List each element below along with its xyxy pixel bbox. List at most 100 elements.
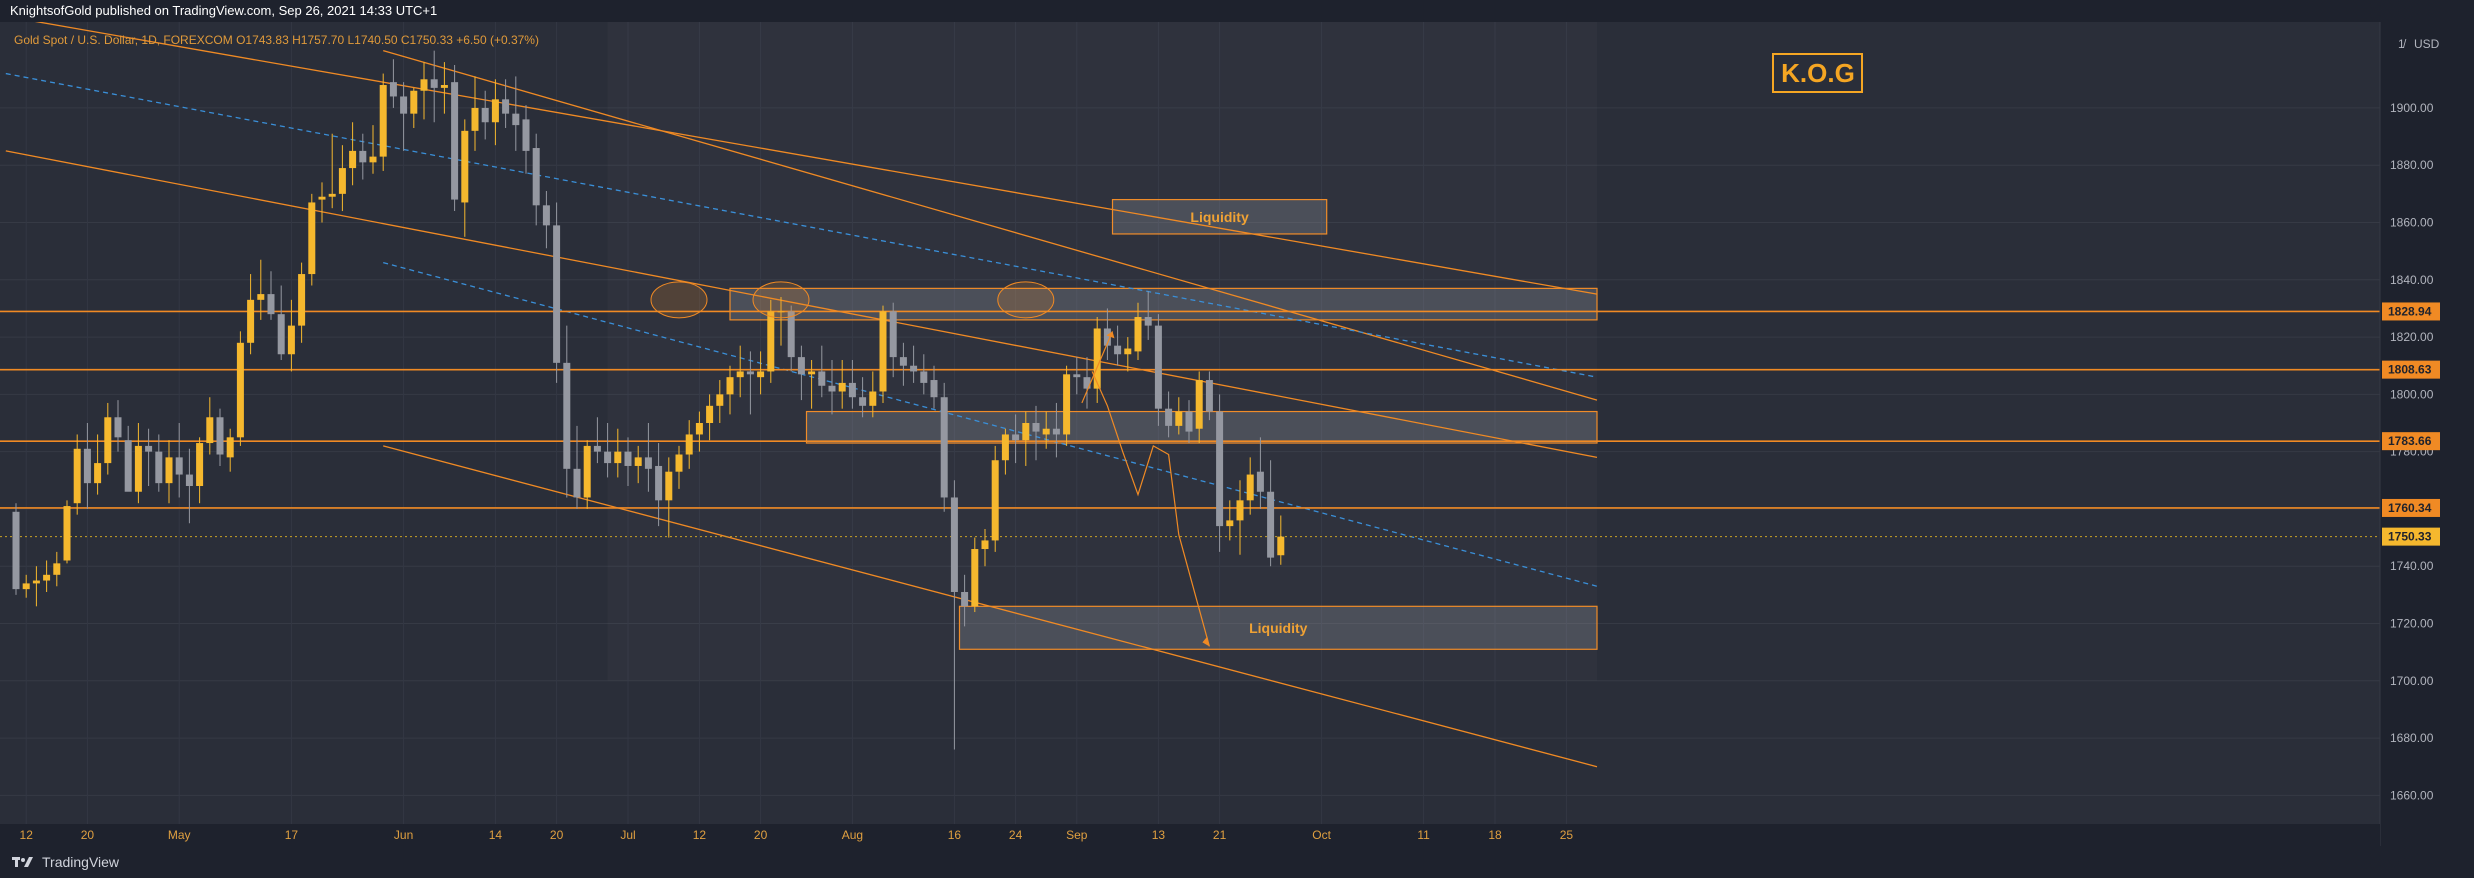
candle-body: [532, 148, 540, 206]
candle-body: [757, 371, 765, 378]
candle-body: [43, 574, 51, 581]
x-tick-label: 16: [948, 828, 962, 842]
candle-body: [1042, 428, 1050, 435]
time-axis[interactable]: 12 20 May 17 Jun 14 20 Jul 12 20 Aug 16 24 Sep 13 21 Oct…: [0, 824, 2380, 846]
candle-body: [695, 423, 703, 435]
candle-body: [1195, 380, 1203, 429]
x-tick-label: 17: [285, 828, 299, 842]
candle-body: [1226, 520, 1234, 527]
x-tick-label: 13: [1152, 828, 1166, 842]
kog-logo: K.O.G: [1772, 53, 1863, 93]
x-tick-label: 12: [693, 828, 707, 842]
projection-arrow-down: [1091, 371, 1210, 647]
candle-body: [583, 445, 591, 498]
candle-body: [247, 299, 255, 343]
candle-body: [614, 451, 622, 464]
y-tick-label: 1820.00: [2390, 330, 2434, 344]
candle-body: [1063, 374, 1071, 435]
x-tick-label: Aug: [842, 828, 863, 842]
candle-body: [12, 511, 20, 590]
candle-body: [604, 451, 612, 464]
candle-body: [1236, 500, 1244, 521]
y-tick-label: 1700.00: [2390, 674, 2434, 688]
candle-body: [930, 380, 938, 398]
candle-body: [593, 445, 601, 452]
candle-body: [522, 119, 530, 151]
candle-body: [63, 506, 71, 561]
candle-body: [267, 294, 275, 315]
x-tick-label: 20: [81, 828, 95, 842]
chart-background: [0, 22, 2474, 846]
y-tick-label: 1660.00: [2390, 788, 2434, 802]
y-tick-label: 1860.00: [2390, 216, 2434, 230]
candle-body: [1032, 423, 1040, 432]
candle-body: [1256, 471, 1264, 492]
candle-body: [104, 417, 112, 464]
candle-body: [318, 196, 326, 200]
candle-body: [991, 460, 999, 541]
candle-body: [451, 82, 459, 200]
candle-body: [899, 357, 907, 366]
candle-body: [920, 371, 928, 383]
candle-body: [73, 448, 81, 504]
candle-body: [196, 443, 204, 487]
x-tick-label: 11: [1417, 828, 1430, 842]
projection-arrow-up: [1081, 331, 1114, 404]
price-axis[interactable]: 1660.00 1680.00 1700.00 1720.00 1740.00 1760.…: [2379, 22, 2474, 846]
candle-body: [573, 468, 581, 498]
price-tag-bg: [2382, 432, 2440, 451]
candle-body: [981, 540, 989, 550]
candle-body: [206, 417, 214, 444]
trend-line: [383, 50, 1598, 401]
x-tick-label: 14: [489, 828, 503, 842]
x-tick-label: Jul: [620, 828, 635, 842]
candle-body: [257, 294, 265, 300]
candle-body: [216, 417, 224, 455]
tradingview-logo-icon: [12, 857, 33, 867]
candlestick-chart[interactable]: Liquidity Liquidity 1660.00 1680.00 1700.00…: [0, 22, 2474, 846]
candle-body: [1093, 328, 1101, 389]
price-tag: 1760.34: [2388, 501, 2432, 515]
candle-body: [1205, 380, 1213, 412]
candle-body: [644, 457, 652, 469]
candle-body: [502, 99, 510, 114]
candle-body: [338, 168, 346, 194]
candle-body: [848, 382, 856, 398]
x-tick-label: 12: [20, 828, 34, 842]
candle-body: [175, 457, 183, 475]
candle-body: [369, 156, 377, 163]
x-tick-label: 20: [754, 828, 768, 842]
candle-body: [440, 85, 448, 88]
candle-body: [22, 583, 30, 590]
x-tick-label: May: [168, 828, 191, 842]
zone-box: [729, 287, 1598, 321]
candle-body: [542, 205, 550, 226]
zone-label: Liquidity: [1249, 620, 1308, 636]
candle-body: [961, 591, 969, 607]
trendlines: [5, 22, 1598, 768]
candle-body: [1134, 317, 1142, 352]
zones: Liquidity Liquidity: [729, 198, 1598, 650]
arrow-head: [1106, 331, 1115, 339]
candle-body: [1022, 423, 1030, 441]
trend-line: [5, 150, 1598, 459]
x-tick-label: Oct: [1312, 828, 1331, 842]
candle-body: [910, 365, 918, 372]
candle-body: [655, 465, 663, 501]
price-tag-bg: [2382, 527, 2440, 546]
annotations: [650, 281, 1210, 647]
price-tag: 1828.94: [2388, 304, 2432, 318]
arrow-head: [1202, 636, 1210, 647]
candle-body: [736, 371, 744, 378]
candle-body: [277, 314, 285, 355]
candle-body: [869, 391, 877, 406]
candle-body: [1144, 317, 1152, 326]
candle-body: [971, 549, 979, 607]
candle-body: [940, 397, 948, 498]
candle-body: [787, 311, 795, 358]
price-tag: 1808.63: [2388, 363, 2432, 377]
candle-body: [1267, 491, 1275, 558]
candle-body: [226, 437, 234, 458]
candle-body: [145, 445, 153, 452]
candle-body: [716, 394, 724, 406]
